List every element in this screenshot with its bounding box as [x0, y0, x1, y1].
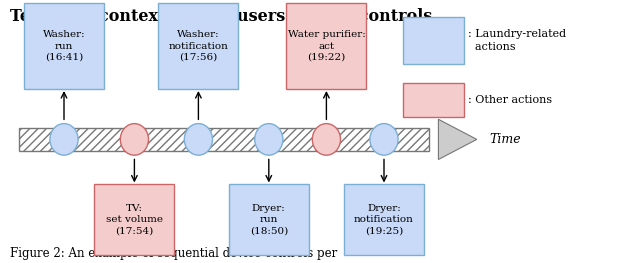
FancyBboxPatch shape [229, 184, 309, 255]
Text: TV:
set volume
(17:54): TV: set volume (17:54) [106, 204, 163, 235]
Ellipse shape [50, 124, 78, 155]
Text: Dryer:
run
(18:50): Dryer: run (18:50) [250, 204, 288, 235]
Ellipse shape [312, 124, 340, 155]
Text: Washer:
notification
(17:56): Washer: notification (17:56) [168, 31, 228, 62]
FancyBboxPatch shape [344, 184, 424, 255]
FancyBboxPatch shape [95, 184, 174, 255]
Text: : Laundry-related
  actions: : Laundry-related actions [468, 29, 566, 52]
Text: Temporal contexts affect users’ device controls.: Temporal contexts affect users’ device c… [10, 8, 437, 25]
Ellipse shape [255, 124, 283, 155]
Polygon shape [438, 119, 477, 159]
Text: Figure 2: An example of sequential device controls per: Figure 2: An example of sequential devic… [10, 247, 337, 260]
FancyBboxPatch shape [24, 3, 104, 89]
Text: Dryer:
notification
(19:25): Dryer: notification (19:25) [354, 204, 414, 235]
Text: Time: Time [490, 133, 521, 146]
FancyBboxPatch shape [159, 3, 239, 89]
Text: Water purifier:
act
(19:22): Water purifier: act (19:22) [287, 31, 365, 62]
Text: : Other actions: : Other actions [468, 95, 552, 105]
FancyBboxPatch shape [19, 128, 429, 151]
FancyBboxPatch shape [403, 17, 464, 64]
FancyBboxPatch shape [287, 3, 366, 89]
Text: Washer:
run
(16:41): Washer: run (16:41) [43, 31, 85, 62]
Ellipse shape [370, 124, 398, 155]
Ellipse shape [120, 124, 148, 155]
FancyBboxPatch shape [403, 83, 464, 117]
Ellipse shape [184, 124, 212, 155]
